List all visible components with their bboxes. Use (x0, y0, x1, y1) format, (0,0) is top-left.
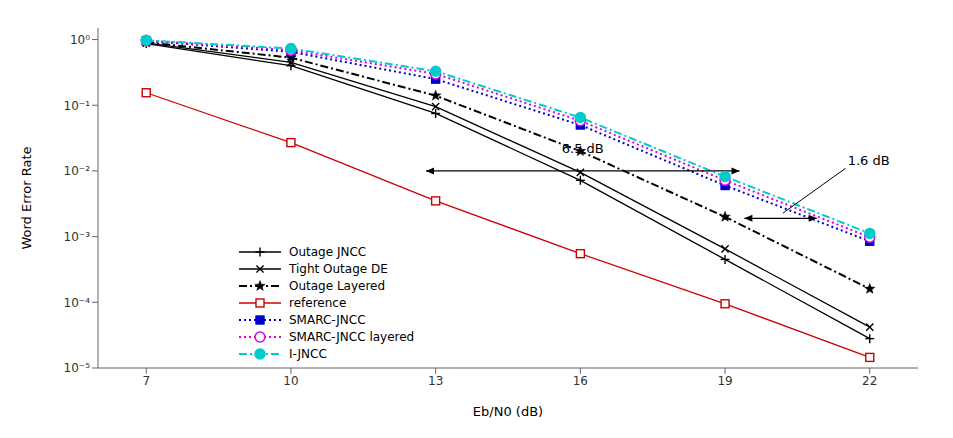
svg-text:19: 19 (717, 374, 732, 388)
svg-text:10⁰: 10⁰ (70, 33, 90, 47)
html-text:reference: reference (289, 295, 347, 310)
html-text:I-JNCC: I-JNCC (289, 346, 327, 361)
html-text:SMARC-JNCC: SMARC-JNCC (289, 312, 366, 327)
svg-text:Eb/N0 (dB): Eb/N0 (dB) (473, 404, 543, 419)
svg-text:13: 13 (428, 374, 443, 388)
svg-text:22: 22 (862, 374, 877, 388)
svg-text:10⁻⁵: 10⁻⁵ (64, 361, 91, 375)
svg-text:10⁻²: 10⁻² (64, 164, 91, 178)
svg-text:1.6 dB: 1.6 dB (848, 153, 890, 168)
svg-text:10: 10 (283, 374, 298, 388)
svg-text:10⁻¹: 10⁻¹ (64, 99, 91, 113)
svg-text:10⁻⁴: 10⁻⁴ (64, 296, 91, 310)
html-text:Tight Outage DE: Tight Outage DE (289, 261, 388, 276)
svg-text:6.5 dB: 6.5 dB (562, 141, 604, 156)
html-text:Outage JNCC: Outage JNCC (289, 244, 367, 259)
svg-text:7: 7 (142, 374, 150, 388)
svg-text:16: 16 (573, 374, 588, 388)
html-text:SMARC-JNCC layered: SMARC-JNCC layered (289, 329, 415, 344)
svg-text:10⁻³: 10⁻³ (64, 230, 91, 244)
html-text:Outage Layered: Outage Layered (289, 278, 386, 293)
svg-text:Word Error Rate: Word Error Rate (19, 146, 34, 249)
